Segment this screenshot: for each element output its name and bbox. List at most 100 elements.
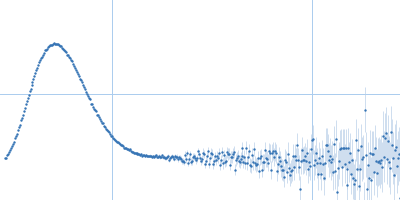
Point bbox=[86, 97, 92, 100]
Point bbox=[382, 137, 388, 140]
Point bbox=[56, 43, 62, 46]
Point bbox=[76, 74, 82, 78]
Point bbox=[4, 152, 11, 155]
Point bbox=[189, 160, 195, 163]
Point bbox=[97, 118, 103, 121]
Point bbox=[104, 128, 110, 132]
Point bbox=[60, 47, 66, 50]
Point bbox=[177, 157, 183, 160]
Point bbox=[294, 143, 300, 147]
Point bbox=[384, 157, 390, 161]
Point bbox=[322, 143, 329, 146]
Point bbox=[338, 165, 345, 169]
Point bbox=[322, 162, 328, 165]
Point bbox=[175, 158, 181, 161]
Point bbox=[354, 168, 361, 171]
Point bbox=[191, 155, 197, 158]
Point bbox=[132, 152, 139, 155]
Point bbox=[357, 167, 364, 171]
Point bbox=[200, 151, 206, 154]
Point bbox=[210, 159, 217, 163]
Point bbox=[68, 59, 74, 62]
Point bbox=[309, 139, 315, 142]
Point bbox=[6, 148, 13, 151]
Point bbox=[53, 42, 60, 45]
Point bbox=[101, 124, 107, 128]
Point bbox=[258, 155, 264, 158]
Point bbox=[395, 157, 400, 160]
Point bbox=[290, 155, 296, 158]
Point bbox=[85, 94, 91, 97]
Point bbox=[89, 102, 95, 105]
Point bbox=[194, 157, 200, 160]
Point bbox=[212, 155, 218, 158]
Point bbox=[224, 151, 230, 154]
Point bbox=[364, 188, 370, 191]
Point bbox=[6, 150, 12, 153]
Point bbox=[25, 94, 32, 97]
Point bbox=[371, 170, 378, 173]
Point bbox=[214, 157, 221, 160]
Point bbox=[356, 184, 362, 188]
Point bbox=[204, 154, 210, 158]
Point bbox=[54, 43, 60, 46]
Point bbox=[26, 90, 33, 93]
Point bbox=[126, 148, 133, 151]
Point bbox=[285, 152, 291, 155]
Point bbox=[36, 61, 43, 64]
Point bbox=[199, 158, 205, 161]
Point bbox=[133, 152, 140, 155]
Point bbox=[389, 144, 395, 147]
Point bbox=[348, 172, 355, 176]
Point bbox=[268, 168, 274, 171]
Point bbox=[18, 119, 24, 122]
Point bbox=[63, 51, 69, 54]
Point bbox=[332, 137, 339, 140]
Point bbox=[293, 159, 299, 162]
Point bbox=[66, 55, 72, 58]
Point bbox=[180, 159, 186, 162]
Point bbox=[75, 72, 81, 75]
Point bbox=[391, 173, 397, 176]
Point bbox=[242, 161, 249, 164]
Point bbox=[51, 42, 58, 45]
Point bbox=[73, 68, 79, 71]
Point bbox=[32, 72, 39, 75]
Point bbox=[291, 166, 297, 169]
Point bbox=[373, 159, 380, 162]
Point bbox=[274, 170, 280, 173]
Point bbox=[122, 146, 128, 150]
Point bbox=[35, 63, 42, 66]
Point bbox=[182, 153, 188, 156]
Point bbox=[378, 158, 384, 161]
Point bbox=[288, 170, 294, 173]
Point bbox=[62, 49, 68, 52]
Point bbox=[138, 152, 145, 156]
Point bbox=[151, 155, 158, 158]
Point bbox=[334, 191, 340, 194]
Point bbox=[352, 178, 359, 181]
Point bbox=[257, 156, 264, 159]
Point bbox=[341, 162, 348, 165]
Point bbox=[108, 135, 115, 138]
Point bbox=[42, 48, 48, 51]
Point bbox=[160, 155, 166, 159]
Point bbox=[343, 183, 350, 186]
Point bbox=[320, 162, 326, 165]
Point bbox=[396, 153, 400, 156]
Point bbox=[385, 139, 391, 143]
Point bbox=[173, 156, 179, 159]
Point bbox=[275, 162, 281, 166]
Point bbox=[328, 157, 335, 160]
Point bbox=[198, 159, 204, 163]
Point bbox=[2, 156, 9, 160]
Point bbox=[297, 187, 303, 191]
Point bbox=[150, 155, 156, 158]
Point bbox=[14, 133, 20, 136]
Point bbox=[249, 153, 256, 157]
Point bbox=[58, 44, 64, 47]
Point bbox=[314, 161, 320, 165]
Point bbox=[243, 146, 250, 149]
Point bbox=[278, 165, 284, 168]
Point bbox=[314, 173, 321, 176]
